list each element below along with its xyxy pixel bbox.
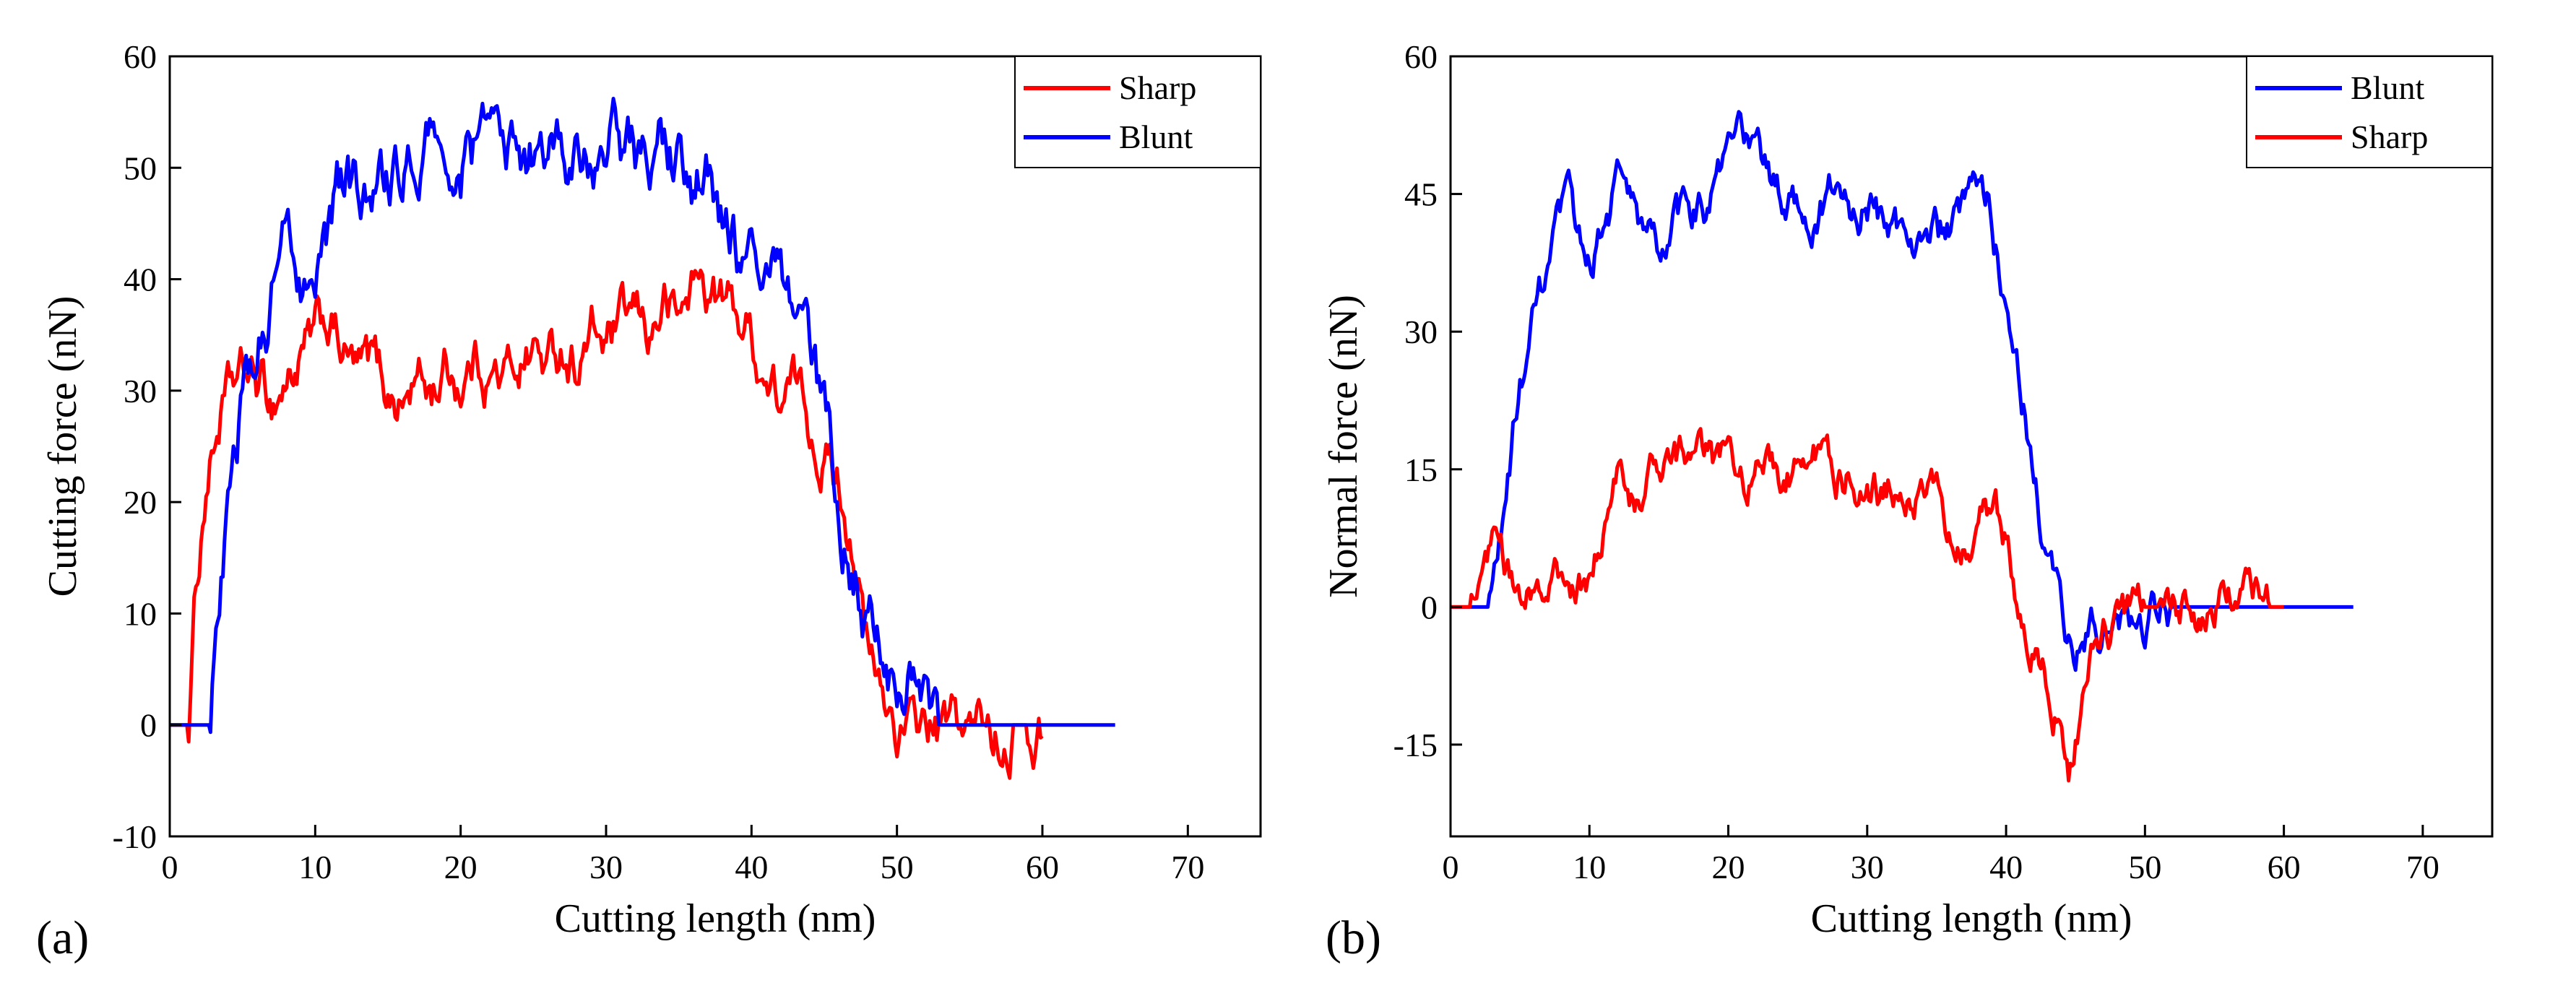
series-group bbox=[170, 97, 1115, 780]
x-tick-label: 10 bbox=[298, 849, 332, 885]
y-tick-label: 20 bbox=[124, 484, 157, 521]
y-tick-label: 60 bbox=[1404, 38, 1438, 75]
y-axis-label: Cutting force (nN) bbox=[40, 296, 85, 597]
x-tick-label: 70 bbox=[1171, 849, 1204, 885]
x-tick-label: 30 bbox=[1851, 849, 1884, 885]
y-tick-label: 0 bbox=[140, 707, 157, 744]
y-tick-label: 50 bbox=[124, 150, 157, 186]
y-tick-label: 10 bbox=[124, 595, 157, 632]
y-tick-label: -10 bbox=[113, 818, 157, 855]
x-tick-label: 50 bbox=[2128, 849, 2161, 885]
x-tick-label: 50 bbox=[881, 849, 914, 885]
series-line-blunt bbox=[170, 97, 1115, 735]
panel-label: (b) bbox=[1326, 911, 1381, 964]
legend-label-blunt: Blunt bbox=[1119, 118, 1193, 155]
y-tick-label: 0 bbox=[1421, 589, 1438, 625]
x-tick-label: 30 bbox=[589, 849, 623, 885]
series-line-sharp bbox=[1451, 427, 2284, 783]
x-tick-label: 60 bbox=[2268, 849, 2301, 885]
y-tick-label: 40 bbox=[124, 261, 157, 298]
panel-label: (a) bbox=[36, 911, 89, 964]
legend-label-sharp: Sharp bbox=[1119, 69, 1196, 106]
y-axis-label: Normal force (nN) bbox=[1321, 295, 1366, 598]
series-line-blunt bbox=[1451, 110, 2354, 672]
y-tick-label: 60 bbox=[124, 38, 157, 75]
y-tick-label: 30 bbox=[124, 373, 157, 410]
plot-frame bbox=[1449, 55, 2494, 838]
x-tick-label: 20 bbox=[444, 849, 477, 885]
x-axis-label: Cutting length (nm) bbox=[1811, 896, 2132, 941]
y-tick-label: 15 bbox=[1404, 451, 1438, 488]
legend: Sharp Blunt bbox=[1014, 56, 1261, 168]
legend: Blunt Sharp bbox=[2246, 56, 2493, 168]
plot-frame bbox=[168, 55, 1262, 838]
series-group bbox=[1451, 110, 2354, 783]
panel-b-normal-force: 0 10 20 30 40 50 60 70 -15 0 15 30 45 60 Cutting lengt… bbox=[1321, 38, 2494, 964]
x-tick-label: 20 bbox=[1712, 849, 1745, 885]
x-axis-label: Cutting length (nm) bbox=[555, 896, 876, 941]
y-tick-label: -15 bbox=[1393, 727, 1438, 763]
x-tick-label: 0 bbox=[162, 849, 178, 885]
x-tick-label: 0 bbox=[1443, 849, 1459, 885]
x-tick-label: 10 bbox=[1573, 849, 1606, 885]
series-line-sharp bbox=[170, 268, 1044, 780]
y-tick-label: 45 bbox=[1404, 176, 1438, 213]
legend-label-sharp: Sharp bbox=[2351, 118, 2428, 155]
legend-label-blunt: Blunt bbox=[2351, 69, 2424, 106]
legend-box bbox=[2246, 56, 2493, 168]
x-tick-label: 60 bbox=[1026, 849, 1059, 885]
y-tick-label: 30 bbox=[1404, 313, 1438, 350]
x-tick-label: 40 bbox=[735, 849, 768, 885]
x-tick-label: 40 bbox=[1989, 849, 2023, 885]
legend-box bbox=[1014, 56, 1261, 168]
x-tick-label: 70 bbox=[2406, 849, 2439, 885]
